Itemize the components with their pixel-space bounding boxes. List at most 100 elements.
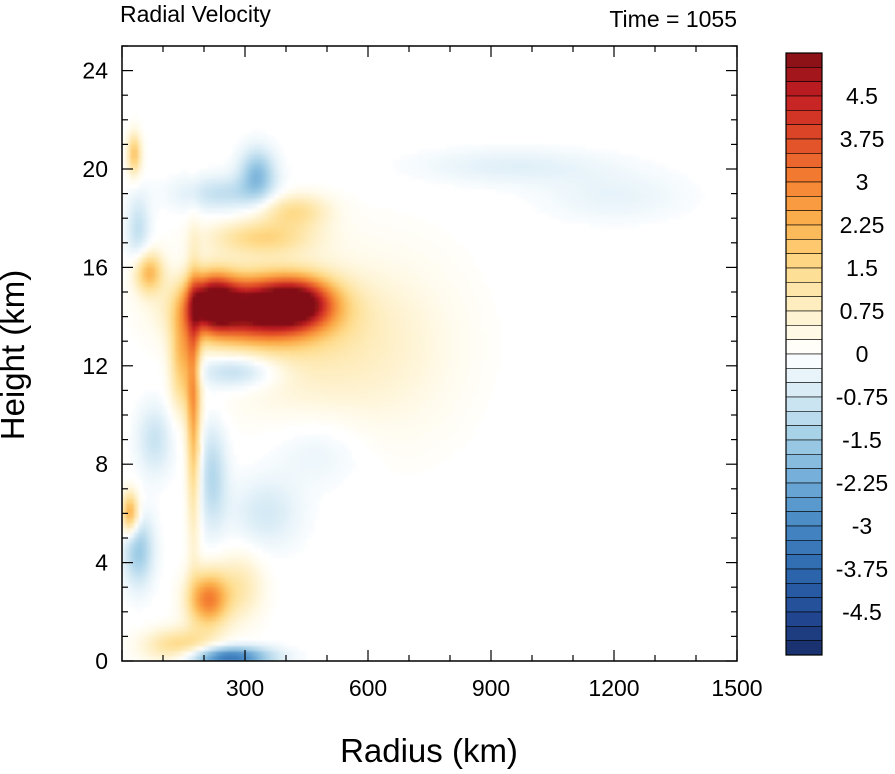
- velocity-cell: [281, 213, 287, 219]
- velocity-cell: [503, 188, 508, 195]
- velocity-cell: [302, 370, 308, 377]
- velocity-cell: [597, 198, 603, 205]
- velocity-cell: [355, 419, 361, 426]
- velocity-cell: [331, 208, 336, 214]
- velocity-cell: [466, 419, 472, 426]
- velocity-cell: [253, 321, 258, 328]
- velocity-cell: [363, 301, 369, 308]
- velocity-cell: [523, 173, 529, 180]
- velocity-cell: [183, 355, 189, 362]
- velocity-cell: [273, 242, 279, 249]
- velocity-cell: [601, 173, 607, 180]
- velocity-cell: [511, 144, 517, 150]
- velocity-cell: [659, 208, 664, 214]
- velocity-cell: [286, 390, 291, 396]
- velocity-cell: [495, 331, 500, 337]
- velocity-cell: [429, 178, 435, 185]
- velocity-cell: [433, 336, 439, 342]
- velocity-cell: [347, 277, 353, 283]
- velocity-cell: [413, 419, 418, 426]
- velocity-cell: [306, 341, 312, 347]
- velocity-cell: [236, 223, 242, 229]
- velocity-cell: [138, 405, 144, 411]
- velocity-cell: [437, 321, 443, 328]
- velocity-cell: [126, 188, 131, 195]
- velocity-cell: [277, 277, 283, 283]
- velocity-cell: [138, 237, 144, 244]
- velocity-cell: [536, 144, 541, 150]
- velocity-cell: [601, 159, 607, 165]
- velocity-cell: [478, 390, 484, 396]
- velocity-cell: [573, 218, 578, 224]
- velocity-cell: [642, 159, 648, 165]
- velocity-cell: [302, 316, 308, 323]
- velocity-cell: [450, 237, 455, 244]
- velocity-cell: [302, 400, 308, 406]
- velocity-cell: [142, 198, 148, 205]
- velocity-cell: [318, 400, 324, 406]
- velocity-cell: [249, 400, 254, 406]
- velocity-cell: [605, 173, 611, 180]
- velocity-cell: [224, 203, 230, 209]
- velocity-cell: [302, 360, 308, 367]
- velocity-cell: [368, 355, 373, 362]
- velocity-cell: [363, 237, 369, 244]
- velocity-cell: [265, 159, 271, 165]
- velocity-cell: [675, 203, 681, 209]
- velocity-cell: [212, 321, 217, 328]
- velocity-cell: [294, 331, 299, 337]
- velocity-cell: [404, 415, 410, 421]
- velocity-cell: [429, 287, 435, 293]
- velocity-cell: [376, 277, 381, 283]
- velocity-cell: [273, 159, 279, 165]
- velocity-cell: [298, 316, 303, 323]
- velocity-cell: [335, 321, 340, 328]
- velocity-cell: [265, 134, 271, 141]
- velocity-cell: [314, 272, 320, 278]
- velocity-cell: [429, 296, 435, 303]
- velocity-cell: [310, 316, 316, 323]
- velocity-cell: [265, 292, 271, 298]
- velocity-cell: [368, 311, 373, 318]
- velocity-cell: [400, 410, 406, 416]
- velocity-cell: [376, 390, 381, 396]
- velocity-cell: [445, 346, 451, 352]
- velocity-cell: [306, 336, 312, 342]
- velocity-cell: [240, 272, 246, 278]
- velocity-cell: [372, 218, 377, 224]
- velocity-cell: [257, 257, 262, 264]
- velocity-cell: [351, 405, 357, 411]
- velocity-cell: [154, 213, 160, 219]
- velocity-cell: [261, 213, 267, 219]
- velocity-cell: [462, 247, 467, 254]
- velocity-cell: [183, 188, 189, 195]
- velocity-cell: [281, 287, 287, 293]
- velocity-cell: [310, 351, 316, 357]
- velocity-cell: [466, 144, 472, 150]
- velocity-cell: [339, 365, 344, 372]
- velocity-cell: [212, 203, 217, 209]
- velocity-cell: [499, 144, 504, 150]
- velocity-cell: [675, 198, 681, 205]
- velocity-cell: [310, 247, 316, 254]
- velocity-cell: [499, 169, 504, 175]
- velocity-cell: [171, 301, 176, 308]
- velocity-cell: [290, 198, 295, 205]
- velocity-cell: [593, 159, 599, 165]
- velocity-cell: [261, 375, 267, 382]
- velocity-cell: [253, 405, 258, 411]
- velocity-cell: [171, 316, 176, 323]
- velocity-cell: [339, 257, 344, 264]
- velocity-cell: [552, 193, 558, 200]
- velocity-cell: [400, 213, 406, 219]
- velocity-cell: [257, 213, 262, 219]
- velocity-cell: [130, 213, 135, 219]
- velocity-cell: [335, 341, 340, 347]
- velocity-cell: [536, 198, 541, 205]
- velocity-cell: [249, 331, 254, 337]
- velocity-cell: [339, 228, 344, 234]
- velocity-cell: [240, 365, 246, 372]
- velocity-cell: [273, 395, 279, 401]
- velocity-cell: [425, 419, 431, 426]
- velocity-cell: [409, 296, 414, 303]
